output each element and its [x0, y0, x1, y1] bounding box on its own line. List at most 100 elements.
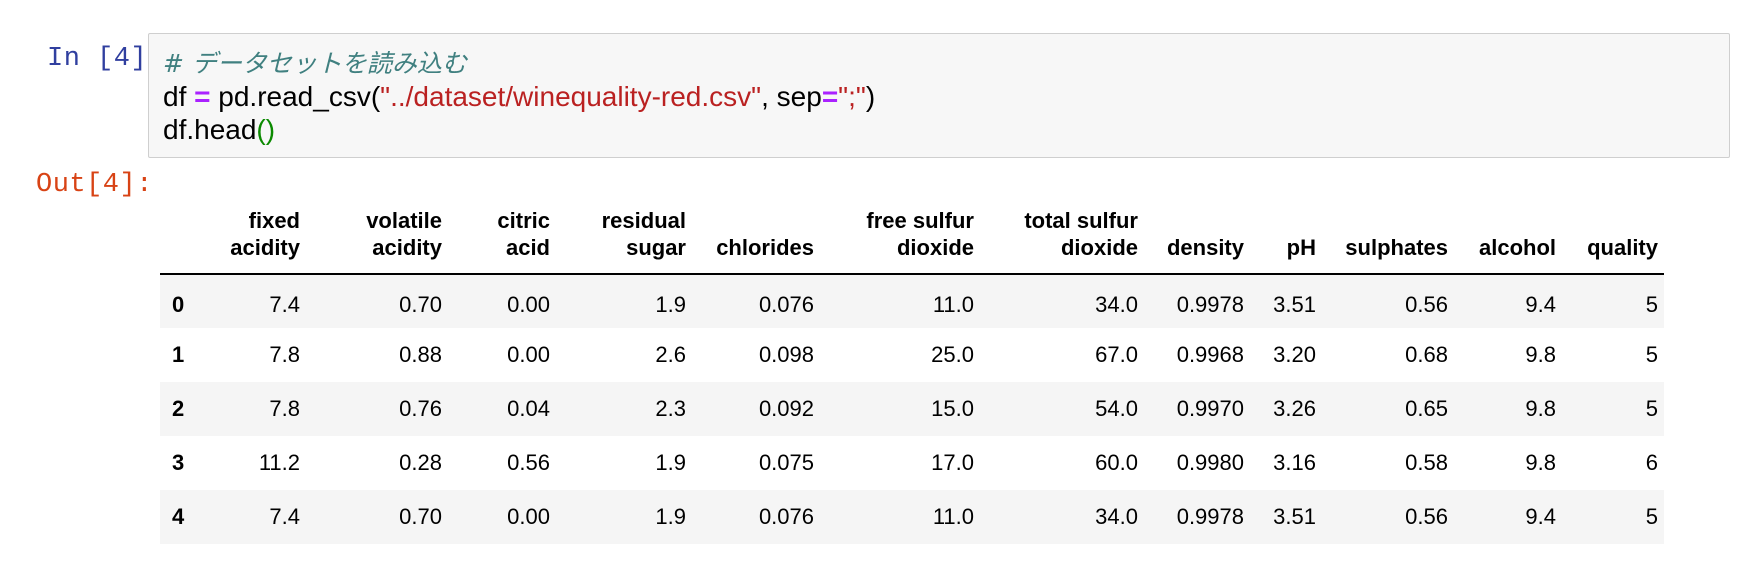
table-cell: 5	[1645, 342, 1658, 367]
index-header	[160, 200, 216, 275]
column-header-alcohol: alcohol	[1454, 200, 1562, 275]
table-cell: 0.56	[1405, 504, 1448, 529]
table-cell: 0.9980	[1176, 450, 1244, 475]
table-row: 2 7.8 0.76 0.04 2.3 0.092 15.0 54.0 0.99…	[160, 382, 1664, 436]
table-cell: 7.8	[269, 396, 300, 421]
table-cell: 0.70	[399, 504, 442, 529]
table-cell: 3.51	[1273, 504, 1316, 529]
code-operator: =	[194, 81, 211, 112]
table-cell: 0.58	[1405, 450, 1448, 475]
dataframe-output: fixed acidity volatile acidity citric acid …	[160, 200, 1664, 544]
table-cell: 2.3	[655, 396, 686, 421]
code-head-call: df.head	[163, 114, 257, 145]
table-cell: 0.88	[399, 342, 442, 367]
table-cell: 0.68	[1405, 342, 1448, 367]
column-header-total-sulfur-dioxide: total sulfur dioxide	[980, 200, 1144, 275]
code-line-2: df = pd.read_csv("../dataset/winequality…	[163, 80, 1729, 113]
table-cell: 0.28	[399, 450, 442, 475]
column-header-ph: pH	[1250, 200, 1322, 275]
table-cell: 0.00	[507, 291, 550, 317]
table-cell: 0.098	[758, 342, 814, 367]
table-cell: 3.26	[1273, 396, 1316, 421]
table-cell: 1.9	[655, 504, 686, 529]
table-cell: 5	[1645, 504, 1658, 529]
row-index: 3	[172, 450, 185, 475]
table-cell: 0.9978	[1176, 291, 1244, 317]
table-cell: 0.04	[507, 396, 550, 421]
table-cell: 9.8	[1525, 342, 1556, 367]
column-header-fixed-acidity: fixed acidity	[216, 200, 306, 275]
table-cell: 34.0	[1095, 504, 1138, 529]
table-cell: 0.076	[758, 291, 814, 317]
dataframe-table: fixed acidity volatile acidity citric acid …	[160, 200, 1664, 544]
table-cell: 34.0	[1095, 291, 1138, 317]
row-index: 2	[172, 396, 185, 421]
row-index: 4	[172, 504, 185, 529]
table-row: 3 11.2 0.28 0.56 1.9 0.075 17.0 60.0 0.9…	[160, 436, 1664, 490]
table-cell: 3.16	[1273, 450, 1316, 475]
column-header-chlorides: chlorides	[692, 200, 820, 275]
table-cell: 0.075	[758, 450, 814, 475]
table-cell: 11.0	[932, 291, 974, 317]
table-cell: 0.9970	[1176, 396, 1244, 421]
table-cell: 0.70	[399, 291, 442, 317]
code-call: pd.read_csv(	[218, 81, 381, 112]
code-close-paren: )	[865, 81, 876, 112]
output-prompt: Out[4]:	[36, 170, 153, 200]
table-cell: 1.9	[655, 291, 686, 317]
code-line-1: # データセットを読み込む	[163, 46, 1729, 80]
table-cell: 25.0	[931, 342, 974, 367]
code-var: df	[163, 81, 187, 112]
table-row: 4 7.4 0.70 0.00 1.9 0.076 11.0 34.0 0.99…	[160, 490, 1664, 544]
table-cell: 11.0	[932, 504, 974, 529]
column-header-volatile-acidity: volatile acidity	[306, 200, 448, 275]
table-cell: 9.4	[1525, 504, 1556, 529]
table-cell: 7.8	[269, 342, 300, 367]
table-cell: 5	[1645, 396, 1658, 421]
table-cell: 0.56	[1405, 291, 1448, 317]
code-operator-2: =	[821, 81, 839, 112]
table-cell: 0.65	[1405, 396, 1448, 421]
column-header-citric-acid: citric acid	[448, 200, 556, 275]
table-row: 1 7.8 0.88 0.00 2.6 0.098 25.0 67.0 0.99…	[160, 328, 1664, 382]
table-cell: 54.0	[1095, 396, 1138, 421]
code-cell-editor[interactable]: # データセットを読み込む df = pd.read_csv("../datas…	[148, 33, 1730, 158]
table-cell: 6	[1645, 450, 1658, 475]
row-index: 0	[172, 291, 185, 317]
table-cell: 1.9	[655, 450, 686, 475]
column-header-quality: quality	[1562, 200, 1664, 275]
code-sep-arg: , sep	[761, 81, 822, 112]
column-header-residual-sugar: residual sugar	[556, 200, 692, 275]
code-string-sep: ";"	[838, 81, 866, 112]
table-cell: 7.4	[269, 504, 300, 529]
table-cell: 11.2	[258, 450, 300, 475]
table-cell: 9.4	[1525, 291, 1556, 317]
table-cell: 3.20	[1273, 342, 1316, 367]
code-string-path: "../dataset/winequality-red.csv"	[380, 81, 762, 112]
table-cell: 0.00	[507, 504, 550, 529]
code-line-3: df.head()	[163, 113, 1729, 146]
table-cell: 3.51	[1273, 291, 1316, 317]
column-header-sulphates: sulphates	[1322, 200, 1454, 275]
table-cell: 7.4	[269, 291, 300, 317]
table-row: 0 7.4 0.70 0.00 1.9 0.076 11.0 34.0 0.99…	[160, 274, 1664, 328]
table-cell: 15.0	[931, 396, 974, 421]
table-cell: 9.8	[1525, 450, 1556, 475]
table-cell: 0.092	[758, 396, 814, 421]
table-cell: 0.00	[507, 342, 550, 367]
table-cell: 0.9968	[1176, 342, 1244, 367]
column-header-free-sulfur-dioxide: free sulfur dioxide	[820, 200, 980, 275]
table-cell: 0.56	[507, 450, 550, 475]
table-cell: 0.76	[399, 396, 442, 421]
code-comment: # データセットを読み込む	[163, 49, 467, 78]
code-parens: ()	[256, 114, 276, 145]
table-cell: 0.076	[758, 504, 814, 529]
table-cell: 60.0	[1095, 450, 1138, 475]
table-cell: 67.0	[1095, 342, 1138, 367]
input-prompt: In [4]:	[47, 44, 164, 74]
table-cell: 17.0	[931, 450, 974, 475]
table-cell: 5	[1645, 291, 1658, 317]
header-row: fixed acidity volatile acidity citric acid …	[160, 200, 1664, 275]
column-header-density: density	[1144, 200, 1250, 275]
table-cell: 2.6	[655, 342, 686, 367]
